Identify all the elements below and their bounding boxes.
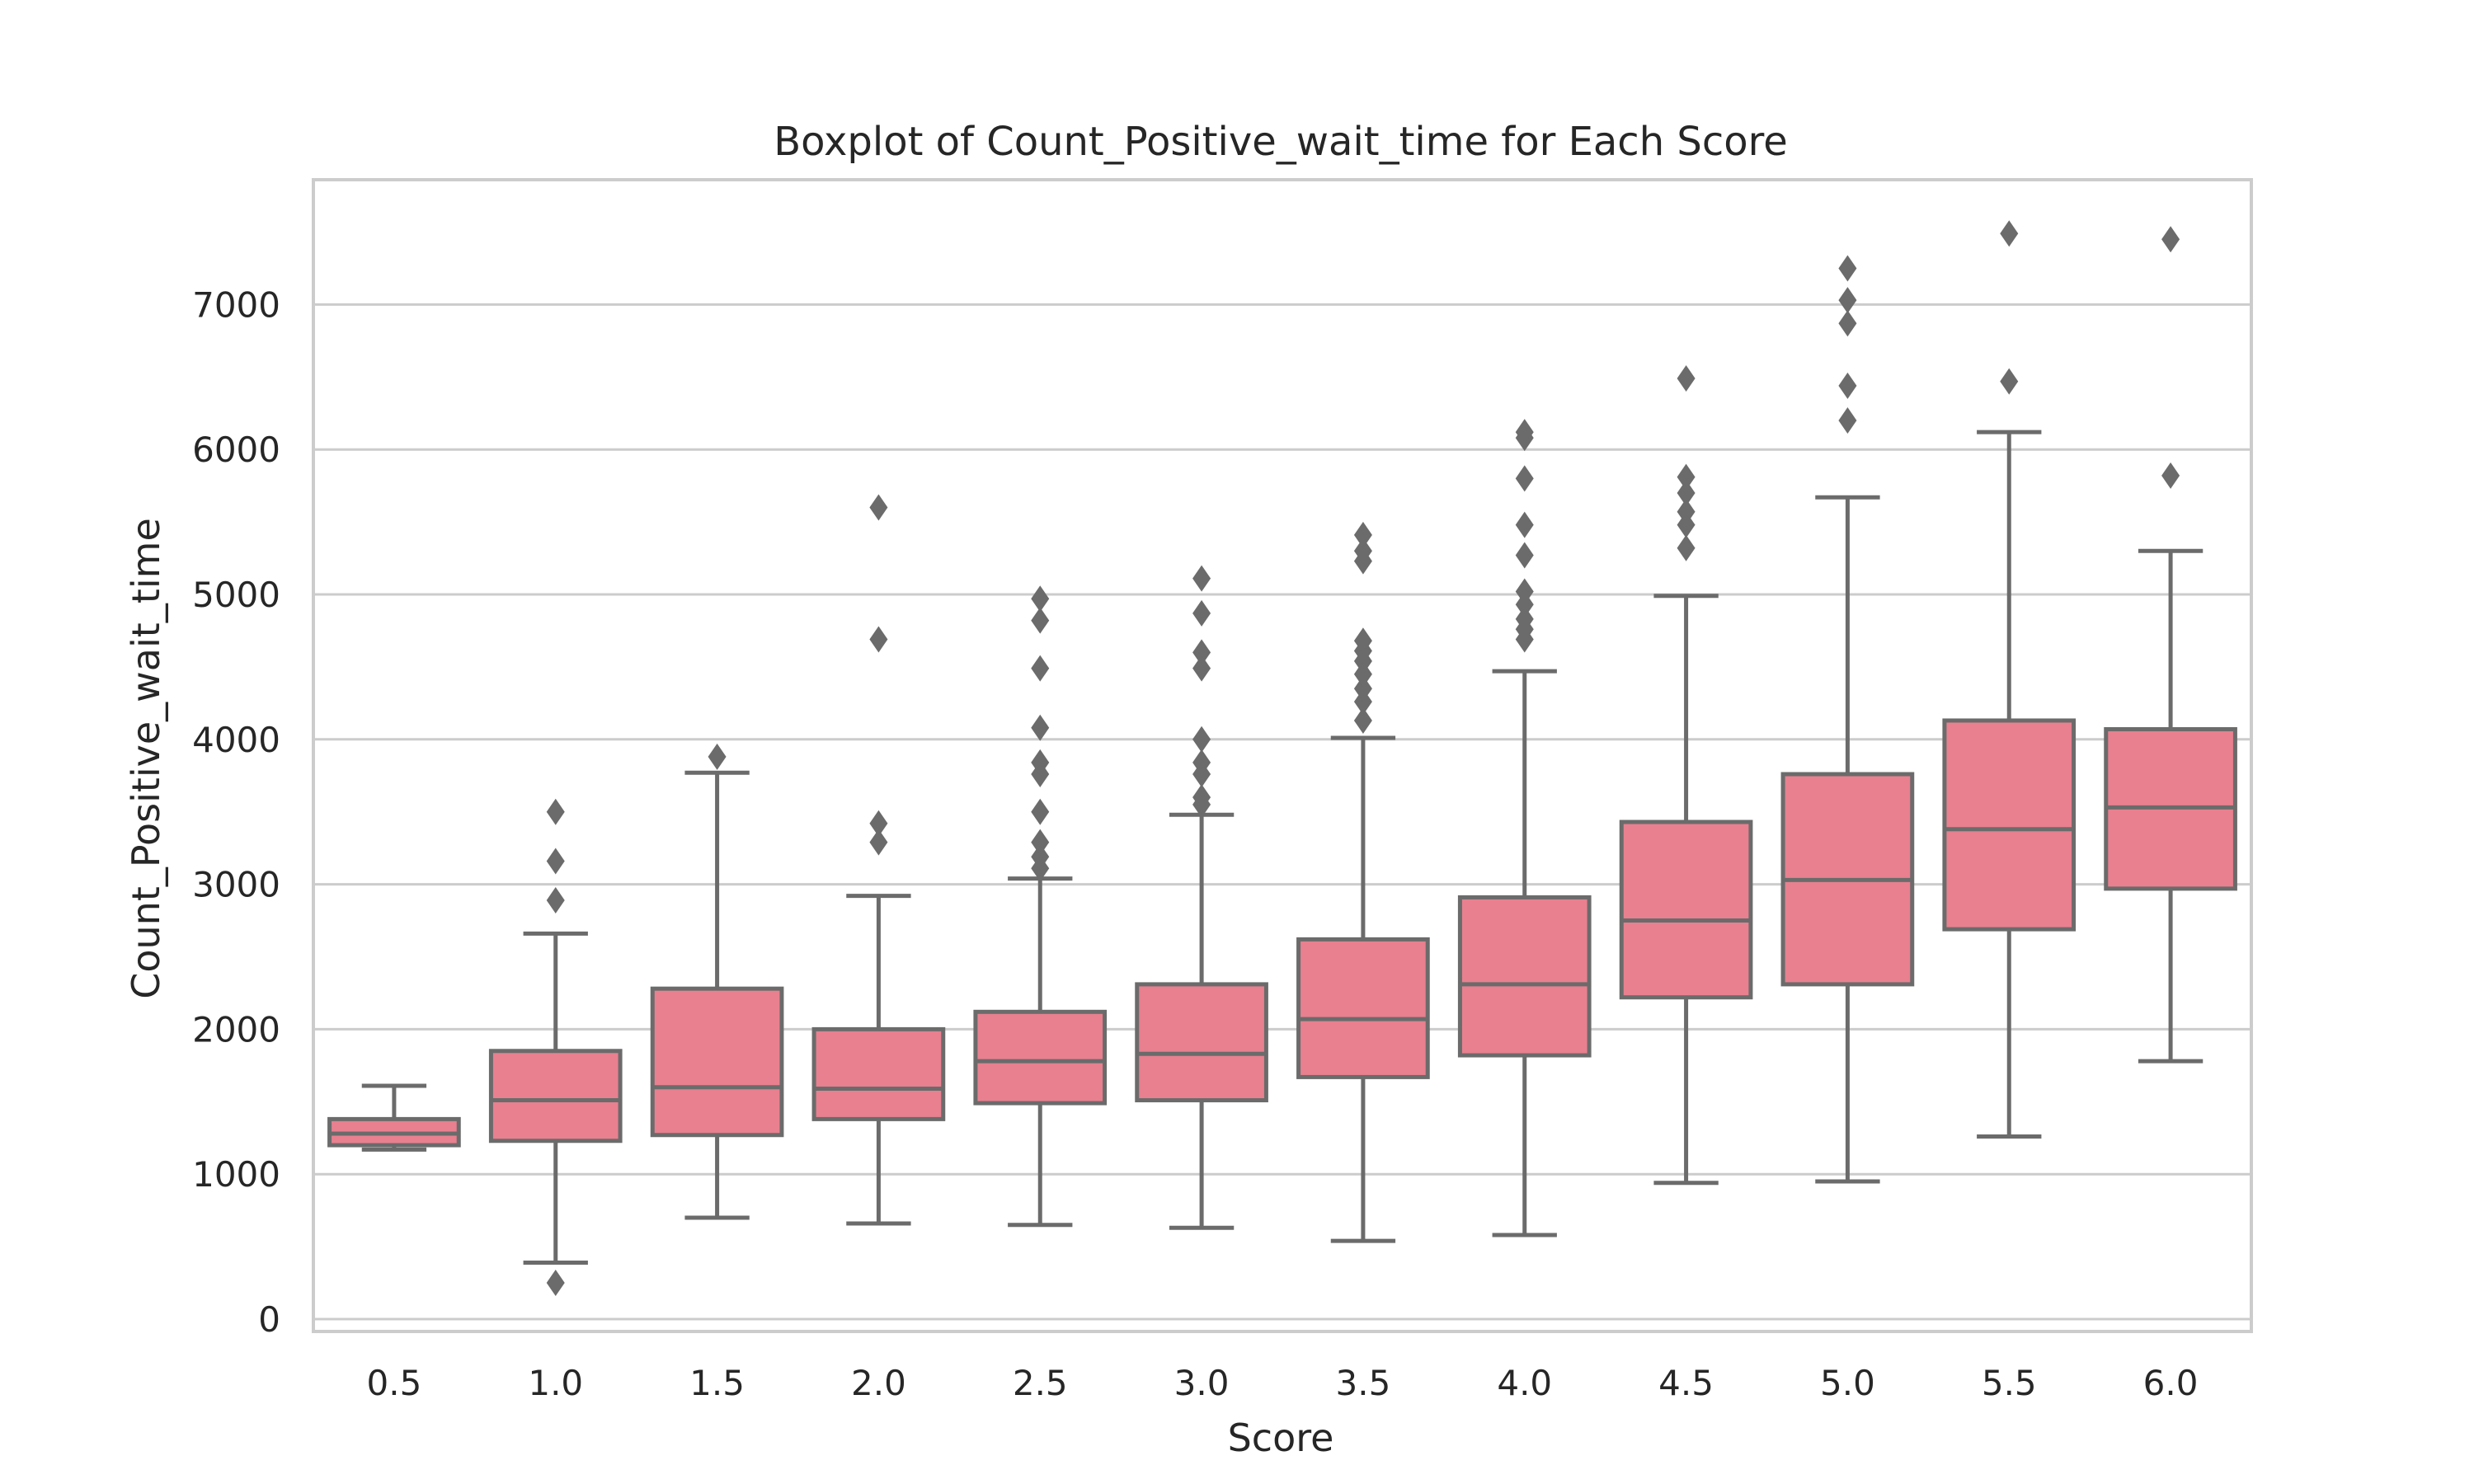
outlier-point: [1838, 372, 1857, 399]
y-tick-label: 4000: [192, 720, 280, 760]
outlier-point: [1192, 784, 1211, 811]
y-axis-ticks: 0 1000 2000 3000 4000 5000 6000 7000: [192, 284, 280, 1340]
outlier-point: [2000, 220, 2019, 247]
outlier-point: [2161, 462, 2180, 489]
outlier-point: [1838, 255, 1857, 282]
iqr-box: [1135, 982, 1268, 1103]
iqr-box: [973, 1009, 1108, 1106]
outlier-point: [1353, 521, 1372, 548]
outlier-point: [1353, 627, 1372, 655]
x-tick-label: 3.5: [1336, 1363, 1391, 1403]
outlier-point: [1192, 655, 1211, 682]
outlier-point: [869, 810, 888, 837]
y-tick-label: 3000: [192, 865, 280, 905]
box-group: [327, 1083, 461, 1152]
x-tick-label: 0.5: [367, 1363, 422, 1403]
iqr-box: [1457, 895, 1592, 1058]
x-tick-label: 5.5: [1982, 1363, 2037, 1403]
outlier-point: [1192, 749, 1211, 776]
iqr-box: [1619, 819, 1753, 1000]
box-group: [973, 585, 1108, 1228]
iqr-box: [488, 1049, 623, 1144]
x-tick-label: 1.5: [689, 1363, 745, 1403]
x-tick-label: 2.0: [851, 1363, 906, 1403]
outlier-point: [1515, 578, 1534, 605]
outlier-point: [1031, 749, 1050, 776]
x-tick-label: 6.0: [2143, 1363, 2199, 1403]
box-group: [1619, 365, 1753, 1186]
box-group: [811, 494, 946, 1226]
outlier-point: [1677, 479, 1696, 506]
y-tick-label: 2000: [192, 1009, 280, 1050]
x-axis-label: Score: [1228, 1416, 1334, 1460]
box-group: [1457, 419, 1592, 1237]
outlier-point: [1353, 538, 1372, 565]
x-tick-label: 1.0: [528, 1363, 583, 1403]
chart-title: Boxplot of Count_Positive_wait_time for …: [774, 119, 1788, 165]
outlier-point: [1677, 534, 1696, 561]
outlier-point: [1192, 565, 1211, 592]
box-group: [1780, 255, 1915, 1184]
y-tick-label: 0: [258, 1299, 280, 1340]
box-group: [1135, 565, 1268, 1230]
outlier-point: [1031, 798, 1050, 825]
outlier-point: [1031, 843, 1050, 871]
outlier-point: [1031, 655, 1050, 682]
y-tick-label: 5000: [192, 575, 280, 615]
outlier-point: [1838, 407, 1857, 434]
y-tick-label: 7000: [192, 284, 280, 325]
x-tick-label: 4.0: [1497, 1363, 1552, 1403]
y-tick-label: 6000: [192, 430, 280, 470]
box-series: [327, 220, 2237, 1297]
box-group: [2104, 226, 2237, 1064]
iqr-box: [650, 986, 784, 1138]
outlier-point: [546, 1270, 565, 1297]
outlier-point: [1515, 465, 1534, 492]
outlier-point: [546, 848, 565, 875]
y-axis-label: Count_Positive_wait_time: [124, 518, 168, 999]
outlier-point: [2161, 226, 2180, 253]
plot-frame: [312, 178, 2253, 1333]
y-tick-label: 1000: [192, 1154, 280, 1195]
outlier-point: [1838, 287, 1857, 314]
box-group: [1296, 521, 1430, 1243]
outlier-point: [1192, 639, 1211, 666]
outlier-point: [546, 798, 565, 825]
outlier-point: [1515, 419, 1534, 446]
iqr-box: [1942, 718, 2077, 932]
outlier-point: [1031, 585, 1050, 613]
box-group: [650, 743, 784, 1220]
outlier-point: [1838, 310, 1857, 337]
outlier-point: [1515, 605, 1534, 632]
outlier-point: [1677, 365, 1696, 392]
x-axis-ticks: 0.5 1.0 1.5 2.0 2.5 3.0 3.5 4.0 4.5 5.0 5.5 6.0: [367, 1363, 2199, 1403]
iqr-box: [811, 1026, 946, 1121]
outlier-point: [1353, 675, 1372, 702]
outlier-point: [2000, 368, 2019, 395]
outlier-point: [1677, 498, 1696, 525]
outlier-point: [1192, 726, 1211, 753]
grid-lines: [313, 303, 2251, 1321]
outlier-point: [869, 494, 888, 521]
outlier-point: [1677, 463, 1696, 491]
outlier-point: [708, 743, 727, 770]
x-tick-label: 2.5: [1013, 1363, 1068, 1403]
box-group: [1942, 220, 2077, 1139]
x-tick-label: 5.0: [1820, 1363, 1875, 1403]
outlier-point: [1031, 829, 1050, 856]
box-group: [488, 798, 623, 1297]
x-tick-label: 3.0: [1174, 1363, 1230, 1403]
outlier-point: [1515, 542, 1534, 569]
outlier-point: [1031, 714, 1050, 741]
outlier-point: [546, 886, 565, 913]
outlier-point: [1192, 599, 1211, 627]
outlier-point: [1031, 607, 1050, 634]
outlier-point: [1353, 707, 1372, 734]
outlier-point: [869, 829, 888, 856]
outlier-point: [1515, 511, 1534, 538]
outlier-point: [869, 626, 888, 653]
iqr-box: [1296, 937, 1430, 1079]
x-tick-label: 4.5: [1658, 1363, 1714, 1403]
